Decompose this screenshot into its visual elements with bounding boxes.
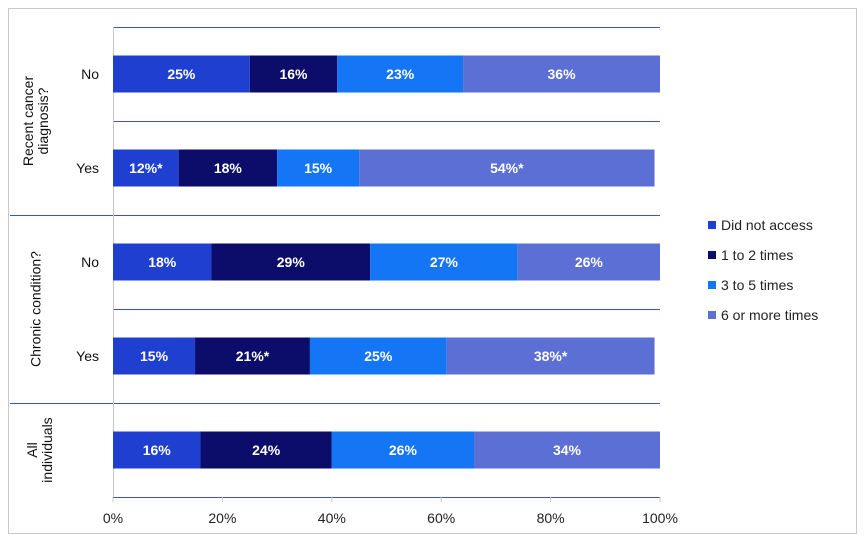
category-label: Yes bbox=[76, 348, 99, 364]
bar-value-label: 26% bbox=[575, 254, 604, 270]
bar-segment bbox=[277, 149, 360, 187]
bar-value-label: 27% bbox=[430, 254, 459, 270]
bar-segment bbox=[200, 431, 332, 469]
group-label: All bbox=[24, 442, 40, 458]
bar-segment bbox=[113, 55, 250, 93]
bar-segment bbox=[309, 337, 447, 375]
legend-swatch bbox=[708, 251, 716, 259]
legend-label: Did not access bbox=[721, 217, 813, 233]
category-label: Yes bbox=[76, 160, 99, 176]
bar-segment bbox=[249, 55, 338, 93]
chart-frame bbox=[8, 8, 857, 534]
legend-swatch bbox=[708, 281, 716, 289]
bar-value-label: 15% bbox=[140, 348, 169, 364]
bar-value-label: 25% bbox=[364, 348, 393, 364]
bar-segment bbox=[195, 337, 310, 375]
bar-value-label: 29% bbox=[277, 254, 306, 270]
bar-value-label: 16% bbox=[279, 66, 308, 82]
bar-value-label: 34% bbox=[553, 442, 582, 458]
bar-value-label: 18% bbox=[214, 160, 243, 176]
bar-value-label: 18% bbox=[148, 254, 177, 270]
x-tick-label: 80% bbox=[537, 510, 565, 526]
bar-segment bbox=[113, 243, 212, 281]
bar-segment bbox=[113, 149, 179, 187]
bar-value-label: 25% bbox=[167, 66, 196, 82]
bar-value-label: 26% bbox=[389, 442, 418, 458]
bar-value-label: 24% bbox=[252, 442, 281, 458]
legend-label: 3 to 5 times bbox=[721, 277, 793, 293]
bar-segment bbox=[113, 337, 196, 375]
group-label: Recent cancer bbox=[20, 76, 36, 167]
bar-segment bbox=[211, 243, 371, 281]
legend-label: 1 to 2 times bbox=[721, 247, 793, 263]
legend-swatch bbox=[708, 221, 716, 229]
bar-value-label: 23% bbox=[386, 66, 415, 82]
group-label: diagnosis? bbox=[35, 87, 51, 154]
legend-swatch bbox=[708, 311, 716, 319]
bar-segment bbox=[517, 243, 660, 281]
bar-value-label: 12%* bbox=[129, 160, 163, 176]
bar-value-label: 15% bbox=[304, 160, 333, 176]
bar-segment bbox=[370, 243, 518, 281]
legend-label: 6 or more times bbox=[721, 307, 818, 323]
group-label: individuals bbox=[39, 417, 55, 482]
x-tick-label: 60% bbox=[427, 510, 455, 526]
bar-value-label: 38%* bbox=[534, 348, 568, 364]
x-tick-label: 0% bbox=[103, 510, 123, 526]
x-tick-label: 40% bbox=[318, 510, 346, 526]
bar-value-label: 36% bbox=[548, 66, 577, 82]
x-tick-label: 20% bbox=[208, 510, 236, 526]
bar-segment bbox=[359, 149, 655, 187]
bar-segment bbox=[474, 431, 660, 469]
bar-segment bbox=[331, 431, 475, 469]
bar-segment bbox=[463, 55, 660, 93]
bar-value-label: 54%* bbox=[490, 160, 524, 176]
category-label: No bbox=[81, 66, 99, 82]
bar-segment bbox=[446, 337, 655, 375]
bar-segment bbox=[178, 149, 278, 187]
bar-segment bbox=[337, 55, 464, 93]
bar-value-label: 16% bbox=[143, 442, 172, 458]
x-tick-label: 100% bbox=[642, 510, 678, 526]
group-label: Chronic condition? bbox=[28, 251, 44, 367]
category-label: No bbox=[81, 254, 99, 270]
bar-value-label: 21%* bbox=[236, 348, 270, 364]
bar-segment bbox=[113, 431, 201, 469]
